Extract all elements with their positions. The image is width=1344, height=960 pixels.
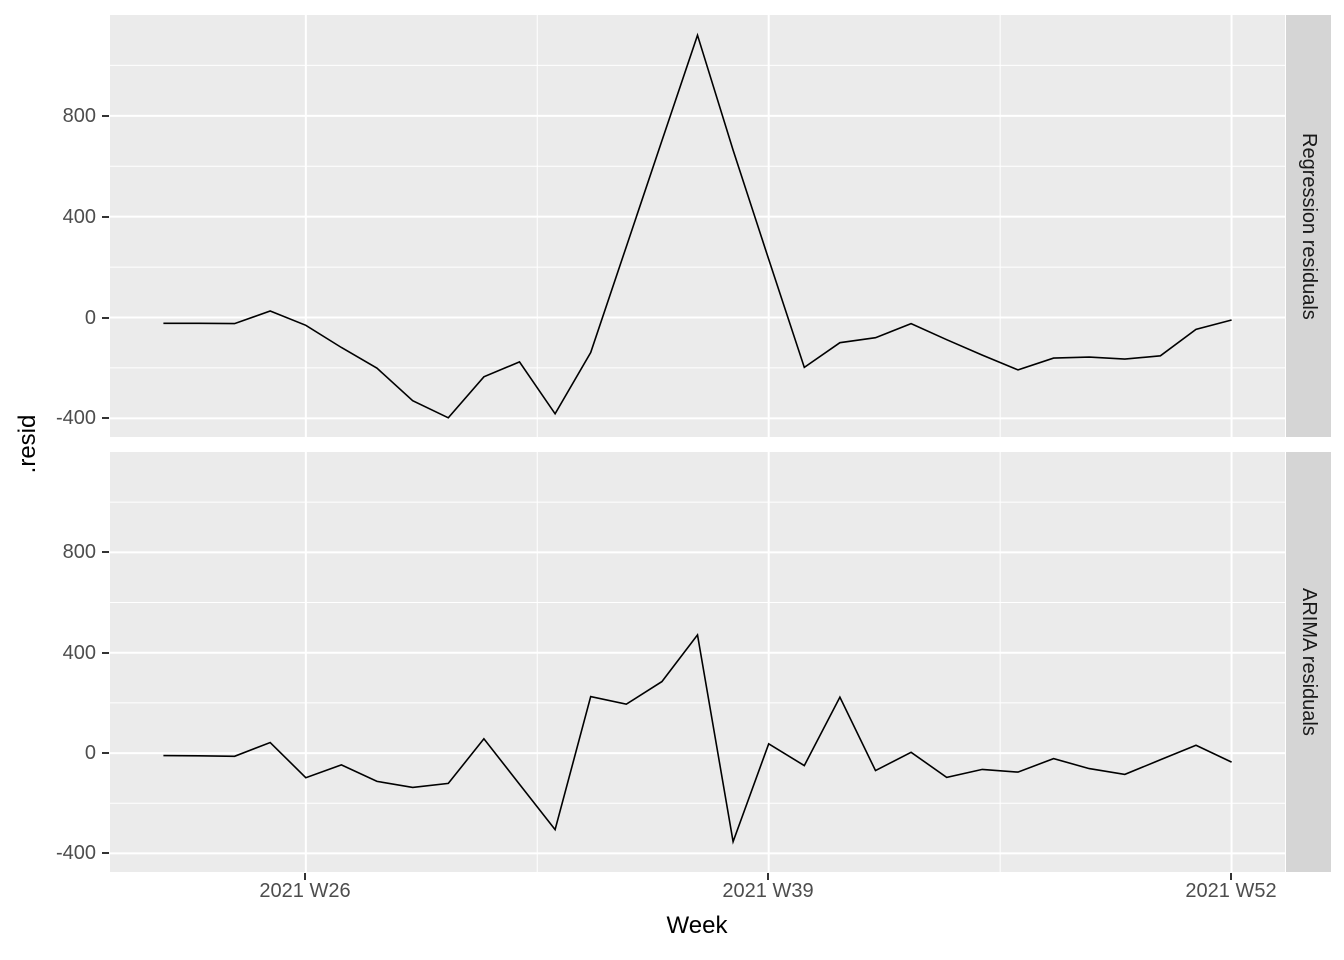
- y-tick-label-800: 800: [62, 541, 96, 563]
- facet-strip-label: ARIMA residuals: [1298, 588, 1320, 736]
- x-tick-mark: [304, 873, 306, 880]
- y-tick-label-neg400: -400: [55, 842, 96, 864]
- y-tick-mark: [102, 216, 109, 218]
- x-tick-label-2021-w39: 2021 W39: [722, 880, 814, 902]
- y-tick-label-0: 0: [84, 742, 96, 764]
- facet-strip-label: Regression residuals: [1298, 132, 1320, 320]
- y-tick-label-800: 800: [62, 105, 96, 127]
- y-tick-mark: [102, 115, 109, 117]
- facet-strip-regression: Regression residuals: [1286, 15, 1331, 437]
- y-tick-mark: [102, 852, 109, 854]
- y-tick-label-400: 400: [62, 206, 96, 228]
- x-tick-label-2021-w52: 2021 W52: [1185, 880, 1277, 902]
- y-tick-label-0: 0: [84, 307, 96, 329]
- y-tick-label-400: 400: [62, 642, 96, 664]
- y-tick-label-neg400: -400: [55, 407, 96, 429]
- x-axis-title: Week: [666, 912, 728, 939]
- x-tick-mark: [1230, 873, 1232, 880]
- regression-residuals-chart: [110, 15, 1285, 437]
- facet-strip-arima: ARIMA residuals: [1286, 452, 1331, 872]
- residuals-line: [163, 632, 1232, 845]
- x-tick-label-2021-w26: 2021 W26: [259, 880, 351, 902]
- y-axis-title: .resid: [14, 414, 41, 474]
- y-tick-mark: [102, 551, 109, 553]
- x-tick-mark: [767, 873, 769, 880]
- y-tick-mark: [102, 317, 109, 319]
- panel-arima-residuals: [110, 452, 1285, 872]
- y-tick-mark: [102, 652, 109, 654]
- residuals-line: [163, 32, 1232, 419]
- panel-regression-residuals: [110, 15, 1285, 437]
- y-tick-mark: [102, 417, 109, 419]
- arima-residuals-chart: [110, 452, 1285, 872]
- y-tick-mark: [102, 752, 109, 754]
